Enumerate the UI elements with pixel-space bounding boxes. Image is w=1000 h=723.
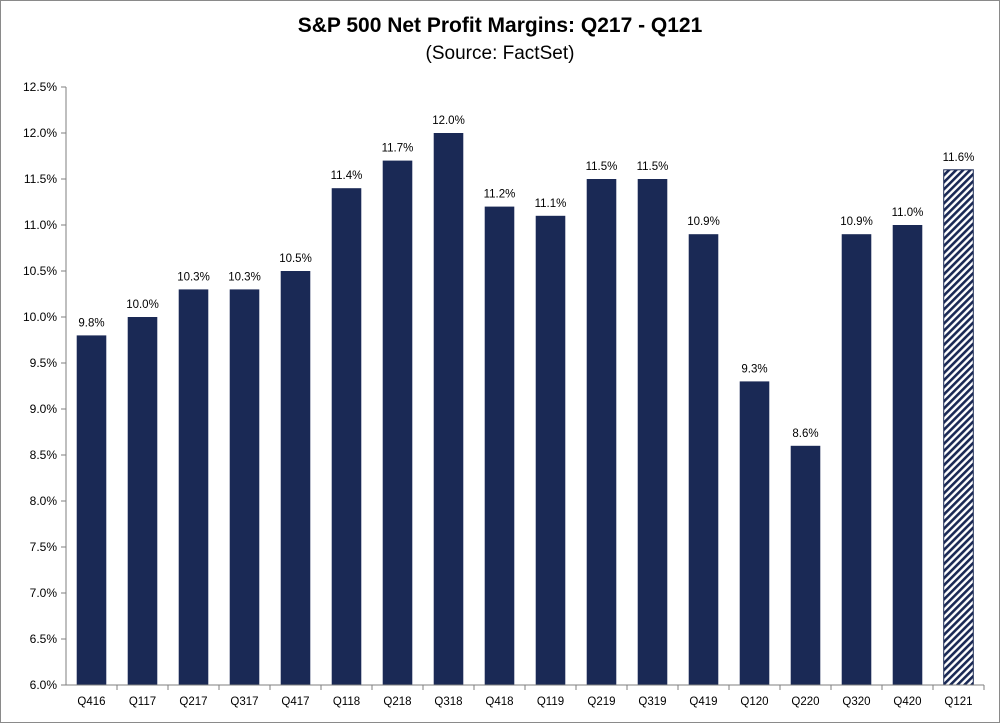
y-tick-label: 10.5% (23, 264, 57, 278)
y-tick-label: 11.5% (24, 172, 57, 186)
x-tick-label: Q217 (179, 696, 207, 708)
data-label: 11.6% (943, 152, 975, 164)
y-tick-label: 9.5% (30, 356, 58, 370)
data-label: 12.0% (432, 115, 465, 127)
x-tick-label: Q419 (689, 696, 717, 708)
bar-estimate (943, 169, 974, 686)
bar (739, 381, 770, 685)
bar (688, 234, 719, 685)
data-label: 8.6% (792, 428, 818, 440)
x-tick-label: Q418 (485, 696, 513, 708)
y-tick-label: 10.0% (23, 310, 57, 324)
data-label: 10.3% (228, 271, 261, 283)
data-label: 11.1% (535, 198, 567, 210)
data-label: 10.0% (126, 299, 159, 311)
x-tick-label: Q317 (230, 696, 258, 708)
y-tick-label: 9.0% (30, 402, 58, 416)
data-label: 11.4% (331, 170, 363, 182)
data-label: 10.9% (687, 216, 720, 228)
y-tick-label: 7.5% (30, 540, 58, 554)
bar (382, 160, 413, 686)
data-labels: 9.8% 10.0% 10.3% 10.3% 10.5% 11.4% 11.7% 12.0% 1… (78, 115, 974, 440)
bar (790, 445, 821, 685)
y-tick-label: 8.5% (30, 448, 58, 462)
y-tick-label: 7.0% (30, 586, 58, 600)
bars (76, 133, 974, 686)
bar (178, 289, 209, 685)
x-axis: Q416 Q117 Q217 Q317 Q417 Q118 Q218 Q318 Q418 Q119… (66, 684, 985, 708)
bar (637, 179, 668, 685)
bar (535, 215, 566, 686)
x-tick-label: Q219 (587, 696, 615, 708)
chart-title: S&P 500 Net Profit Margins: Q217 - Q121 (297, 14, 703, 37)
x-tick-label: Q117 (129, 696, 156, 708)
y-tick-label: 12.0% (23, 126, 57, 140)
x-tick-label: Q220 (791, 696, 819, 708)
bar (127, 317, 158, 685)
x-tick-label: Q218 (383, 696, 411, 708)
bar (484, 206, 515, 685)
x-tick-label: Q320 (842, 696, 870, 708)
data-label: 11.2% (484, 189, 516, 201)
y-tick-label: 11.0% (24, 218, 57, 232)
x-tick-label: Q417 (281, 696, 309, 708)
y-tick-label: 12.5% (23, 80, 57, 94)
bar (331, 188, 362, 685)
bar (892, 225, 923, 685)
data-label: 10.9% (840, 216, 873, 228)
x-tick-label: Q318 (434, 696, 462, 708)
data-label: 11.5% (586, 161, 618, 173)
bar (841, 234, 872, 685)
x-tick-label: Q319 (638, 696, 666, 708)
data-label: 9.8% (78, 317, 104, 329)
y-tick-label: 6.0% (30, 678, 58, 692)
data-label: 11.0% (892, 207, 924, 219)
data-label: 11.5% (637, 161, 669, 173)
x-tick-label: Q420 (893, 696, 921, 708)
data-label: 10.5% (279, 253, 312, 265)
chart-subtitle: (Source: FactSet) (425, 43, 575, 64)
y-tick-label: 6.5% (30, 632, 58, 646)
data-label: 11.7% (382, 143, 414, 155)
x-tick-label: Q416 (77, 696, 105, 708)
x-tick-label: Q120 (740, 696, 768, 708)
x-tick-label: Q118 (333, 696, 360, 708)
bar (433, 133, 464, 685)
x-tick-label: Q119 (537, 696, 564, 708)
y-tick-label: 8.0% (30, 494, 58, 508)
bar (280, 271, 311, 685)
bar (229, 289, 260, 685)
x-tick-label: Q121 (944, 696, 972, 708)
bar (76, 335, 107, 685)
bar (586, 179, 617, 685)
data-label: 9.3% (741, 363, 767, 375)
data-label: 10.3% (177, 271, 210, 283)
y-axis: 6.0% 6.5% 7.0% 7.5% 8.0% 8.5% 9.0% 9.5% 10.0% 10.… (23, 80, 67, 692)
